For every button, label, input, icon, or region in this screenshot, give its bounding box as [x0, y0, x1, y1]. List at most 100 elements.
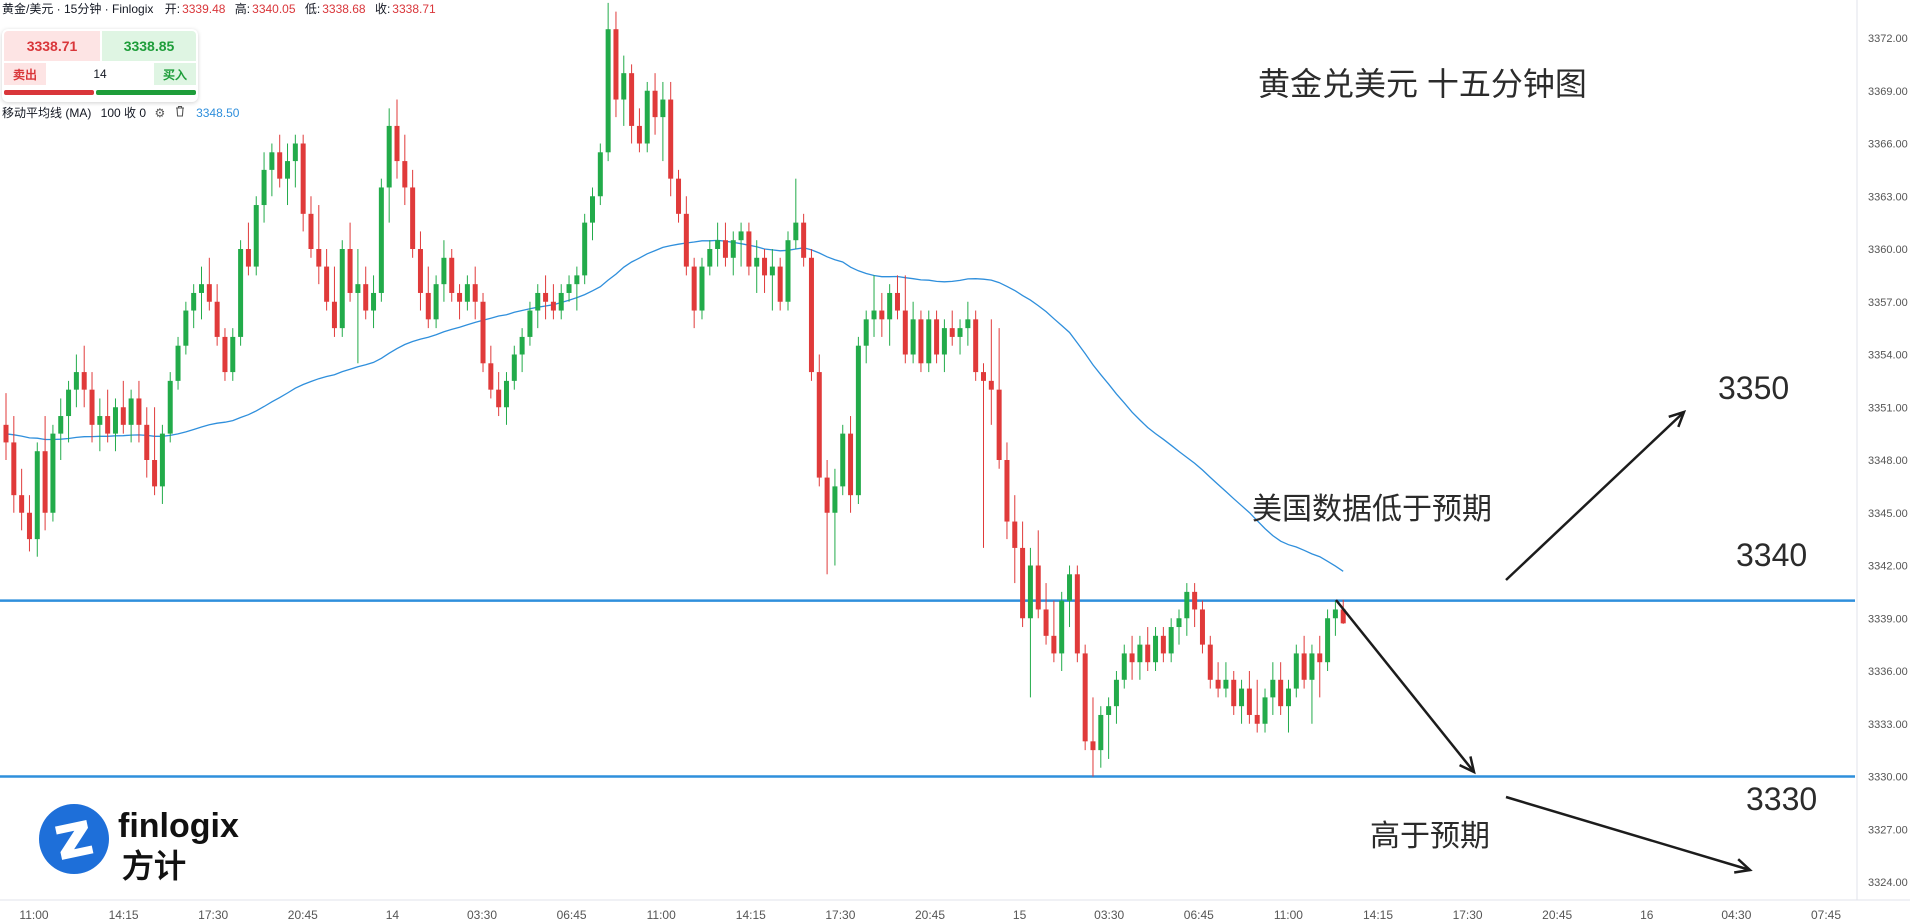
candle-body	[582, 222, 588, 276]
candle	[183, 301, 189, 355]
candle	[574, 266, 580, 311]
candle-body	[1207, 644, 1213, 680]
candle	[597, 143, 603, 206]
arrow-down-icon	[1335, 599, 1476, 775]
candle	[691, 257, 697, 329]
candle-body	[19, 495, 25, 513]
candle-body	[691, 266, 697, 311]
candle	[683, 196, 689, 276]
candle	[457, 284, 463, 320]
candle	[433, 275, 439, 329]
candle	[1145, 627, 1151, 671]
candle-body	[543, 292, 549, 302]
indicator-value: 3348.50	[196, 106, 240, 120]
candle	[1199, 600, 1205, 654]
candle	[769, 249, 775, 311]
chart-title: 黄金兑美元 十五分钟图	[1258, 66, 1587, 102]
candle	[652, 73, 658, 135]
candle	[214, 284, 220, 346]
candle-body	[222, 336, 228, 373]
candle-body	[1285, 688, 1291, 707]
trash-icon[interactable]	[174, 104, 187, 122]
candle	[1239, 679, 1245, 724]
candle-body	[457, 292, 463, 302]
candle-body	[848, 433, 854, 496]
y-tick-label: 3339.00	[1868, 613, 1908, 625]
candle	[762, 249, 768, 293]
candle-body	[871, 310, 877, 320]
x-tick-label: 11:00	[647, 908, 676, 922]
x-tick-label: 14:15	[1363, 908, 1393, 922]
candle	[128, 389, 134, 443]
candle-body	[808, 257, 814, 373]
candle	[1270, 662, 1276, 715]
quantity-field[interactable]: 14	[48, 63, 152, 85]
candle	[1184, 583, 1190, 636]
candle-body	[105, 416, 111, 434]
candle	[1223, 662, 1229, 698]
candle-body	[355, 284, 361, 293]
buy-price-button[interactable]: 3338.85	[102, 31, 196, 61]
candle	[1067, 565, 1073, 628]
candle	[730, 231, 736, 276]
candle-body	[511, 354, 517, 381]
level-lower-label: 3330	[1746, 781, 1817, 817]
candle-body	[11, 442, 17, 496]
candle-body	[1074, 574, 1080, 654]
sell-button[interactable]: 卖出	[4, 63, 46, 85]
candle-body	[3, 424, 9, 443]
candle-body	[801, 222, 807, 258]
gear-icon[interactable]: ⚙	[154, 106, 166, 120]
candle-body	[480, 301, 486, 364]
candle-body	[50, 433, 56, 513]
candle	[676, 169, 682, 223]
candle-body	[558, 292, 564, 311]
y-tick-label: 3351.00	[1868, 402, 1908, 414]
candle	[918, 310, 924, 373]
candle-body	[793, 222, 799, 241]
candle-body	[144, 424, 150, 460]
candle-body	[910, 319, 916, 355]
candle	[1004, 442, 1010, 540]
candle	[292, 134, 298, 188]
candle-body	[902, 310, 908, 355]
candle-body	[1262, 697, 1268, 724]
candle-body	[535, 292, 541, 311]
candle-body	[230, 336, 236, 373]
candle-body	[152, 460, 158, 487]
candle	[965, 301, 971, 346]
y-tick-label: 3333.00	[1868, 719, 1908, 731]
ma-line	[5, 239, 1344, 572]
candle-body	[722, 240, 728, 258]
candle	[417, 231, 423, 311]
candle	[73, 354, 79, 408]
candle-body	[1160, 635, 1166, 654]
candle-body	[949, 328, 955, 337]
candle-body	[269, 152, 275, 170]
candle-body	[1309, 653, 1315, 680]
candle	[1254, 679, 1260, 733]
candle-body	[496, 389, 502, 408]
candle	[89, 372, 95, 443]
candle	[112, 398, 118, 452]
y-tick-label: 3369.00	[1868, 86, 1908, 98]
candle	[1246, 671, 1252, 724]
buy-button[interactable]: 买入	[154, 63, 196, 85]
candle-body	[441, 257, 447, 285]
y-tick-label: 3324.00	[1868, 877, 1908, 889]
candle	[425, 266, 431, 329]
candle	[261, 152, 267, 223]
candle-body	[503, 380, 509, 408]
candle	[199, 266, 204, 320]
candle-body	[1340, 609, 1346, 624]
ohlc-header: 黄金/美元 · 15分钟 · Finlogix 开: 3339.48 高: 3340…	[2, 1, 442, 17]
candle-body	[97, 416, 103, 425]
candle-body	[488, 363, 494, 390]
candle	[363, 266, 369, 320]
candle-body	[769, 266, 775, 276]
sell-price-button[interactable]: 3338.71	[4, 31, 100, 61]
candle-body	[1129, 653, 1135, 663]
candle-body	[926, 319, 932, 364]
candle	[136, 380, 142, 443]
